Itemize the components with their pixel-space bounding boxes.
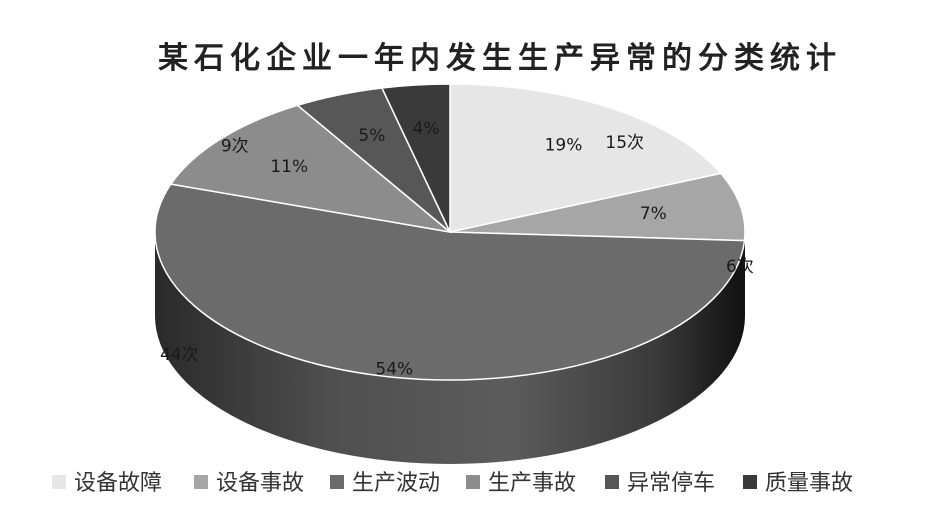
pct-label-1: 19%: [545, 135, 583, 155]
legend-label: 生产事故: [488, 471, 576, 496]
pie-slice-2: [449, 172, 746, 242]
legend-swatch: [330, 475, 344, 489]
chart-title: 某石化企业一年内发生生产异常的分类统计: [158, 41, 842, 76]
pie-side-surface: [155, 232, 745, 464]
pie-slices: [154, 83, 746, 381]
legend-label: 异常停车: [627, 471, 715, 496]
legend-item-4: 生产事故: [466, 471, 576, 496]
pct-label-5: 5%: [358, 126, 385, 146]
legend-label: 生产波动: [352, 471, 440, 496]
pie-slice-4: [169, 104, 453, 234]
legend-item-2: 设备事故: [194, 471, 304, 496]
legend-item-6: 质量事故: [743, 471, 853, 496]
legend-item-1: 设备故障: [52, 471, 162, 496]
count-label-1: 15次: [605, 133, 644, 153]
pie-labels: 19% 15次 7% 6次 54% 44次 11% 9次 5% 4%: [160, 119, 754, 379]
legend: 设备故障 设备事故 生产波动 生产事故 异常停车 质量事故: [52, 471, 853, 496]
legend-label: 设备事故: [216, 471, 304, 496]
count-label-3: 44次: [160, 345, 199, 365]
legend-swatch: [52, 475, 66, 489]
legend-item-5: 异常停车: [605, 471, 715, 496]
count-label-4: 9次: [221, 137, 249, 157]
legend-swatch: [605, 475, 619, 489]
legend-label: 质量事故: [765, 471, 853, 496]
pct-label-3: 54%: [375, 359, 413, 379]
pie-slice-6: [380, 83, 451, 233]
pie-side-wall: [155, 232, 745, 464]
pct-label-2: 7%: [640, 204, 667, 224]
legend-swatch: [466, 475, 480, 489]
pie-slice-1: [449, 83, 723, 233]
count-label-2: 6次: [726, 257, 754, 277]
pct-label-4: 11%: [270, 157, 308, 177]
pie-slice-3: [154, 183, 746, 381]
legend-swatch: [194, 475, 208, 489]
legend-item-3: 生产波动: [330, 471, 440, 496]
legend-label: 设备故障: [74, 471, 162, 496]
legend-swatch: [743, 475, 757, 489]
pct-label-6: 4%: [413, 119, 440, 139]
